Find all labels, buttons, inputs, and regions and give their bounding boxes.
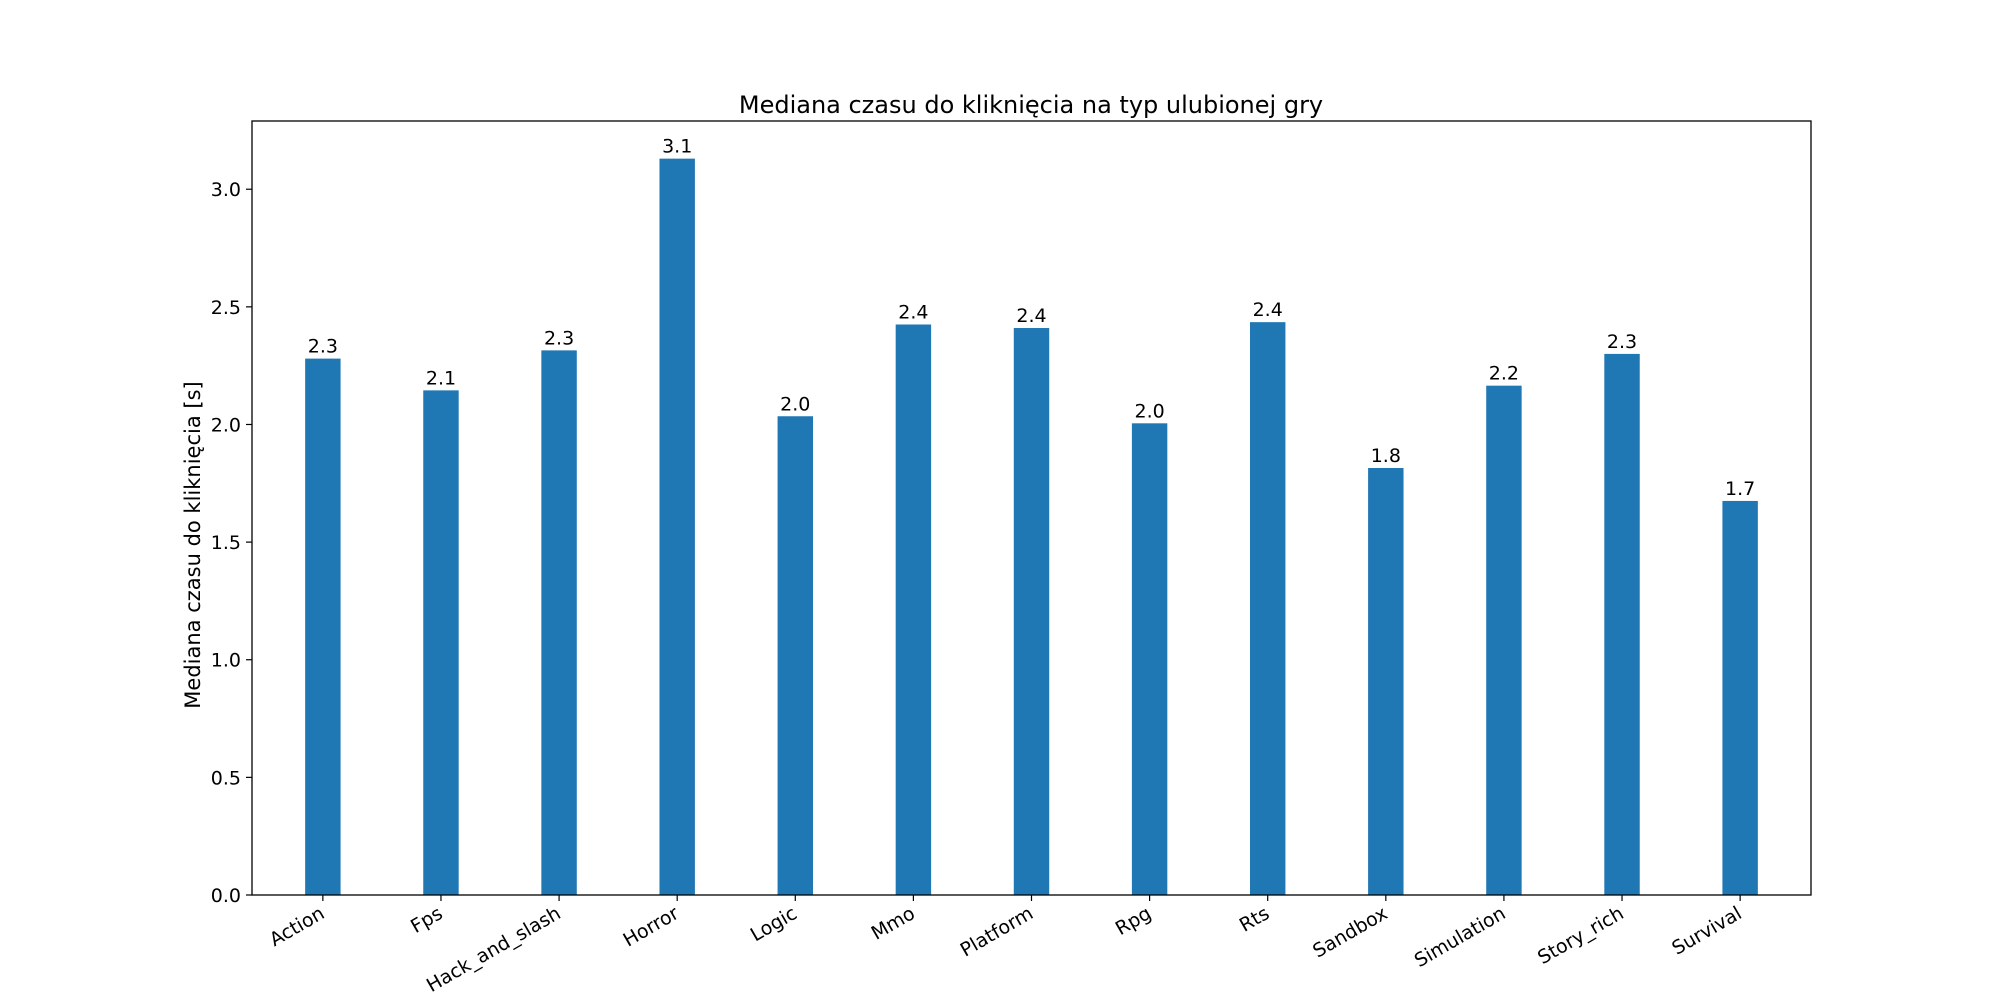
value-label-survival: 1.7	[1725, 478, 1755, 500]
bar-sandbox	[1368, 468, 1404, 895]
bar-survival	[1722, 500, 1758, 895]
value-label-rpg: 2.0	[1135, 400, 1165, 422]
value-label-sandbox: 1.8	[1371, 445, 1401, 467]
value-label-platform: 2.4	[1016, 305, 1046, 327]
value-labels-group: 2.3 2.1 2.3 3.1 2.0 2.4 2.4 2.0 2.4 1.8 2.2 2.3 1.7	[308, 136, 1755, 500]
bar-story-rich	[1604, 353, 1640, 895]
bar-logic	[777, 416, 813, 895]
value-label-horror: 3.1	[662, 136, 692, 158]
value-label-simulation: 2.2	[1489, 363, 1519, 385]
bar-fps	[423, 390, 459, 895]
bar-horror	[659, 158, 695, 895]
bars-group	[305, 158, 1758, 895]
value-label-fps: 2.1	[426, 367, 456, 389]
y-tick-label: 3.0	[211, 179, 241, 201]
bar-rpg	[1131, 423, 1168, 895]
bar-platform	[1013, 328, 1050, 895]
value-label-mmo: 2.4	[898, 302, 928, 324]
bar-mmo	[895, 324, 932, 895]
y-tick-label: 0.0	[211, 885, 241, 907]
value-label-logic: 2.0	[780, 393, 810, 415]
value-label-hack-and-slash: 2.3	[544, 327, 574, 349]
bar-simulation	[1486, 385, 1522, 895]
y-tick-label: 1.5	[211, 532, 241, 554]
value-label-rts: 2.4	[1253, 299, 1283, 321]
y-tick-label: 2.5	[211, 297, 241, 319]
value-label-action: 2.3	[308, 336, 338, 358]
value-label-story-rich: 2.3	[1607, 331, 1637, 353]
bar-action	[305, 358, 341, 895]
y-tick-label: 1.0	[211, 650, 241, 672]
y-tick-label: 2.0	[211, 414, 241, 436]
y-axis-label: Mediana czasu do kliknięcia [s]	[181, 381, 205, 708]
y-axis-ticks: 0.0 0.5 1.0 1.5 2.0 2.5 3.0	[211, 179, 252, 907]
plot-area-frame	[251, 120, 1812, 896]
bar-hack-and-slash	[541, 350, 577, 895]
chart-title: Mediana czasu do kliknięcia na typ ulubi…	[739, 91, 1323, 119]
bar-rts	[1250, 322, 1286, 895]
y-tick-label: 0.5	[211, 767, 241, 789]
